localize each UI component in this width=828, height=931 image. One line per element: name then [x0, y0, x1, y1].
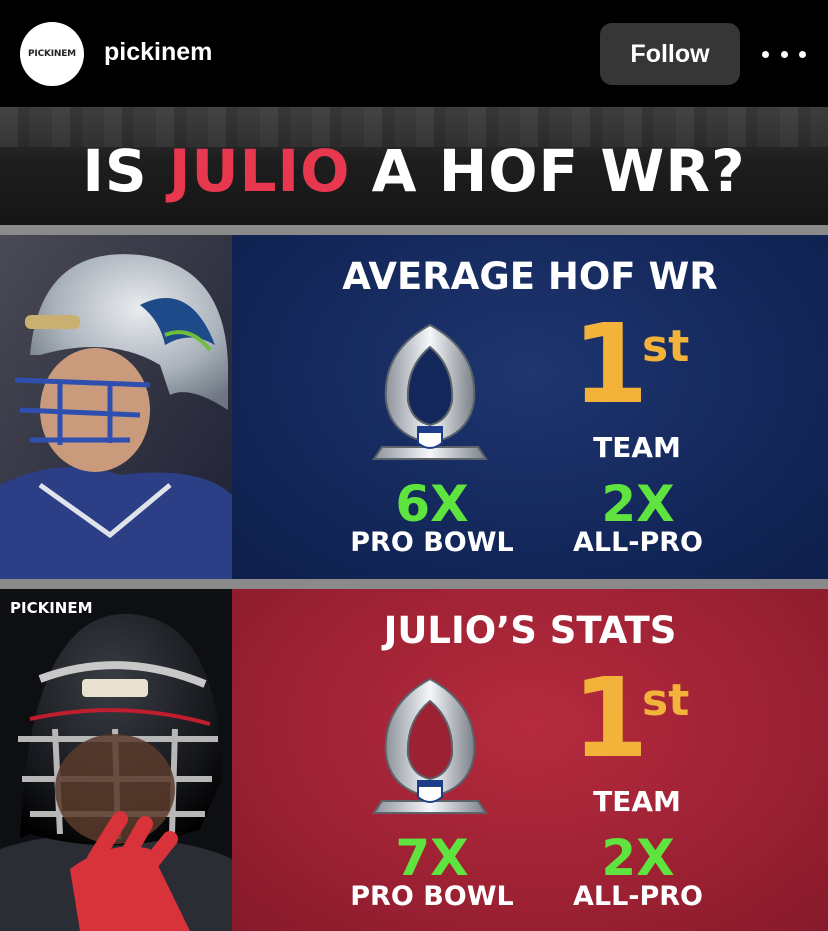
first-team-rank: 1 st — [572, 300, 690, 428]
julio-stats-panel: JULIO’S STATS 1 st TEAM 7X PRO BOWL 2X A… — [232, 589, 828, 931]
team-label: TEAM — [593, 785, 681, 818]
team-label: TEAM — [593, 431, 681, 464]
panel-heading: AVERAGE HOF WR — [342, 255, 718, 298]
pro-bowl-count: 6X — [395, 475, 469, 533]
divider — [0, 225, 828, 235]
all-pro-count: 2X — [601, 829, 675, 887]
pro-bowl-count: 7X — [395, 829, 469, 887]
falcons-player-photo: PICKINEM — [0, 589, 232, 931]
all-pro-label: ALL-PRO — [572, 881, 704, 912]
pro-bowl-trophy-icon — [372, 677, 488, 814]
avatar-logo-text: PICKINEM — [28, 49, 76, 59]
follow-button[interactable]: Follow — [600, 23, 740, 85]
more-options-icon[interactable] — [762, 40, 806, 68]
average-hof-panel: AVERAGE HOF WR 1 st TEAM 6X PRO BOWL 2X … — [232, 235, 828, 579]
all-pro-count: 2X — [601, 475, 675, 533]
profile-username[interactable]: pickinem — [104, 38, 213, 66]
pro-bowl-label: PRO BOWL — [350, 881, 514, 912]
first-team-rank: 1 st — [572, 654, 690, 782]
pro-bowl-label: PRO BOWL — [350, 527, 514, 558]
pro-bowl-trophy-icon — [372, 323, 488, 460]
post-image[interactable]: IS JULIO A HOF WR? AVERA — [0, 107, 828, 931]
panel-heading: JULIO’S STATS — [383, 609, 677, 652]
graphic-title: IS JULIO A HOF WR? — [82, 137, 746, 205]
seahawks-player-photo — [0, 235, 232, 579]
profile-avatar[interactable]: PICKINEM — [20, 22, 84, 86]
photo-watermark: PICKINEM — [10, 599, 93, 617]
divider — [0, 579, 828, 589]
post-header: PICKINEM pickinem Follow — [0, 0, 828, 107]
all-pro-label: ALL-PRO — [572, 527, 704, 558]
title-banner: IS JULIO A HOF WR? — [0, 107, 828, 225]
